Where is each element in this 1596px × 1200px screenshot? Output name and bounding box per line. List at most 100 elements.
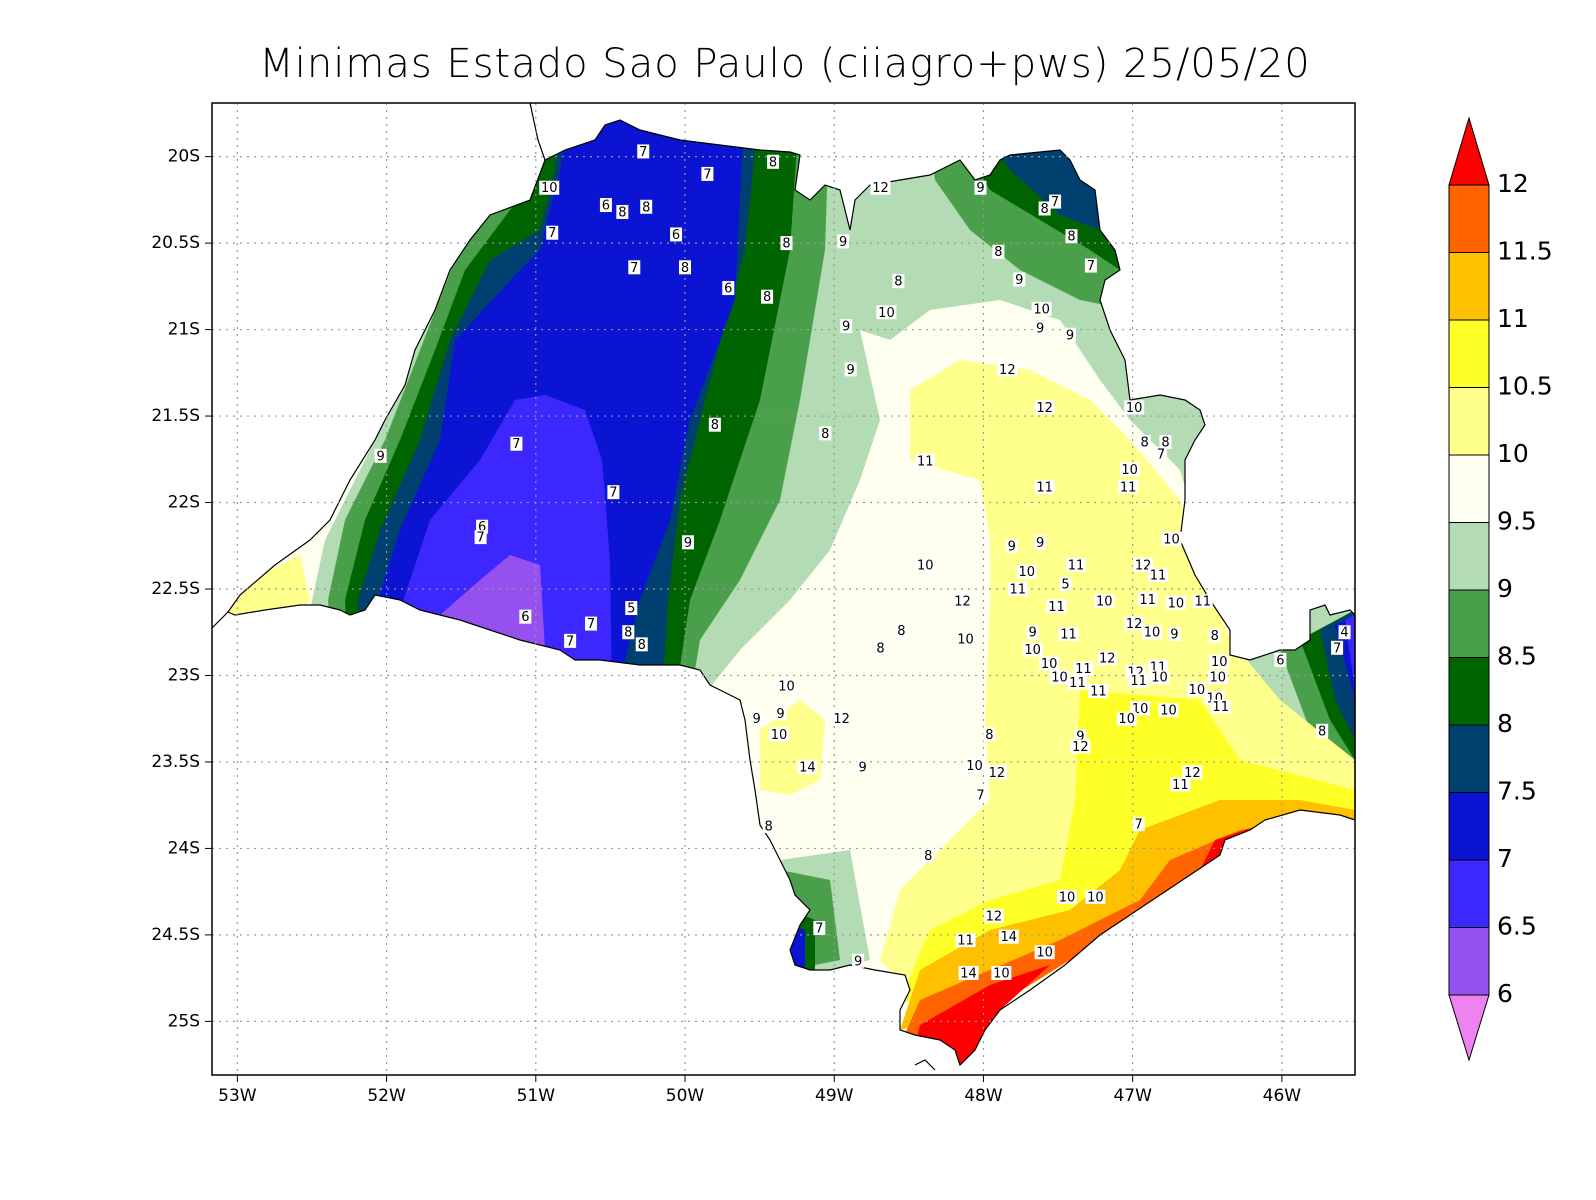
station-box	[564, 633, 577, 648]
colorbar-extend-high	[1448, 116, 1490, 186]
station-value: 12	[1184, 766, 1201, 781]
station-box	[1039, 656, 1060, 671]
station-box	[1057, 889, 1078, 904]
colorbar-label: 12	[1497, 169, 1529, 198]
y-tick-label: 22.5S	[151, 579, 200, 599]
station-value: 10	[771, 728, 788, 743]
colorbar-segment	[1448, 522, 1490, 591]
station-box	[1058, 626, 1079, 641]
station-box	[915, 454, 936, 469]
station-value: 6	[672, 228, 680, 243]
station-box	[519, 609, 532, 624]
station-box	[997, 362, 1018, 377]
station-value: 10	[1024, 643, 1041, 658]
station-box	[958, 965, 979, 980]
station-box	[992, 244, 1005, 259]
station-box	[1161, 531, 1182, 546]
station-box	[1065, 229, 1078, 244]
station-box	[1124, 616, 1145, 631]
x-tick-label: 52W	[367, 1086, 406, 1106]
station-box	[1067, 675, 1088, 690]
station-value: 10	[778, 679, 795, 694]
station-value: 14	[1001, 930, 1018, 945]
station-box	[635, 637, 648, 652]
x-tick-label: 53W	[218, 1086, 257, 1106]
station-value: 7	[1051, 195, 1059, 210]
station-value: 10	[1096, 595, 1113, 610]
station-value: 7	[630, 261, 638, 276]
station-box	[1049, 194, 1062, 209]
station-value: 9	[684, 536, 692, 551]
station-box	[1338, 625, 1351, 640]
station-box	[622, 625, 635, 640]
colorbar-extend-low	[1448, 994, 1490, 1062]
axes: 53W 52W 51W 50W 49W 48W 47W 46W 20S 20.5S 21S 21.5S…	[151, 147, 1301, 1106]
colorbar-segment	[1448, 319, 1490, 388]
station-value: 8	[994, 245, 1002, 260]
station-box	[1210, 699, 1231, 714]
station-value: 11	[1195, 595, 1212, 610]
station-box	[1031, 301, 1052, 316]
station-value: 12	[833, 712, 850, 727]
station-value: 7	[815, 921, 823, 936]
station-value: 14	[799, 761, 816, 776]
station-value: 11	[1048, 600, 1065, 615]
station-box	[1142, 625, 1163, 640]
station-value: 12	[954, 595, 971, 610]
station-box	[837, 234, 850, 249]
station-box	[874, 640, 887, 655]
station-box	[1148, 568, 1169, 583]
y-tick-label: 23S	[168, 665, 200, 685]
station-box	[840, 319, 853, 334]
colorbar-label: 11.5	[1497, 237, 1553, 266]
colorbar-segment	[1448, 657, 1490, 726]
station-value: 7	[476, 531, 484, 546]
station-value: 9	[1036, 536, 1044, 551]
station-box	[1013, 272, 1026, 287]
station-box	[1059, 576, 1072, 591]
station-box	[983, 908, 1004, 923]
station-value: 10	[993, 966, 1010, 981]
station-box	[585, 616, 598, 631]
station-box	[895, 623, 908, 638]
station-value: 11	[1090, 685, 1107, 700]
station-value: 9	[1066, 328, 1074, 343]
station-box	[1016, 564, 1037, 579]
station-value: 11	[1212, 700, 1229, 715]
station-value: 10	[1151, 671, 1168, 686]
station-box	[1186, 682, 1207, 697]
station-value: 11	[1068, 558, 1085, 573]
station-box	[1007, 582, 1028, 596]
station-box	[819, 426, 832, 441]
state-outline	[227, 119, 1356, 1067]
station-value: 6	[521, 610, 529, 625]
station-value: 11	[1172, 778, 1189, 793]
station-value: 4	[1340, 626, 1348, 641]
colorbar-segment	[1448, 724, 1490, 793]
x-tick-label: 46W	[1263, 1086, 1302, 1106]
colorbar-label: 6.5	[1497, 912, 1537, 941]
station-box	[539, 180, 560, 195]
station-box	[1005, 538, 1018, 553]
station-box	[1182, 765, 1203, 780]
station-box	[1049, 670, 1070, 685]
station-value: 12	[1099, 652, 1116, 667]
station-box	[670, 227, 683, 242]
station-box	[599, 198, 612, 213]
station-box	[1207, 670, 1228, 685]
station-box	[628, 260, 641, 275]
station-box	[640, 199, 653, 214]
station-box	[831, 711, 852, 726]
station-value: 10	[1160, 704, 1177, 719]
station-value: 11	[917, 455, 934, 470]
station-value: 8	[642, 200, 650, 215]
map-title: Minimas Estado Sao Paulo (ciiagro+pws) 2…	[259, 41, 1310, 87]
y-tick-label: 24.5S	[151, 925, 200, 945]
station-box	[915, 557, 936, 572]
station-box	[1137, 592, 1158, 607]
station-box	[546, 225, 559, 240]
colorbar-label: 8.5	[1497, 642, 1537, 671]
station-value: 12	[1135, 558, 1152, 573]
y-tick-label: 25S	[168, 1011, 200, 1031]
